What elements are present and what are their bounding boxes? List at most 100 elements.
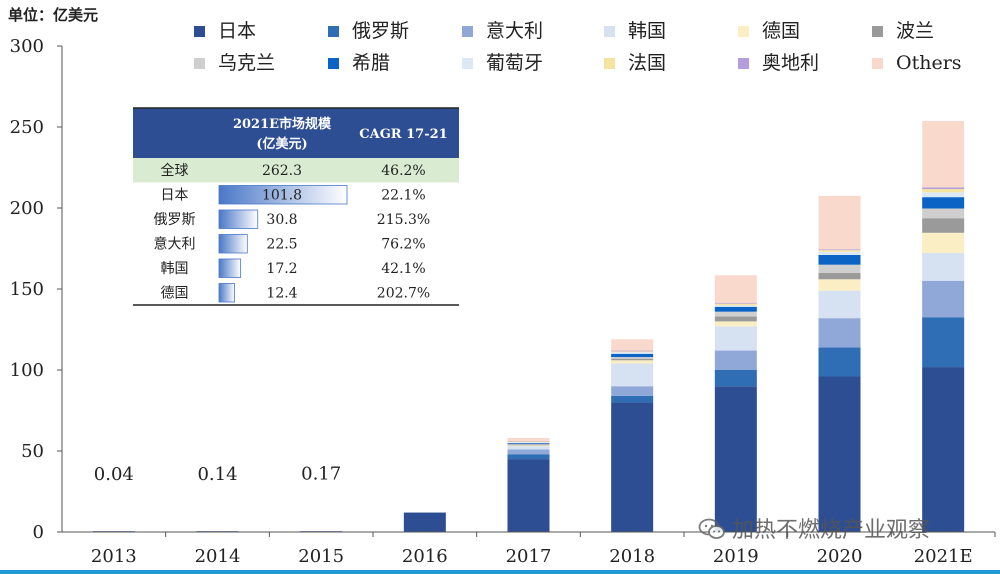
y-tick-label: 0 <box>33 522 44 543</box>
table-data-bar <box>218 185 348 205</box>
table-data-bar <box>218 234 248 254</box>
table-header-background <box>133 108 459 158</box>
bar-segment <box>507 449 550 455</box>
table-data-bar <box>218 258 242 278</box>
table-row-cagr: 42.1% <box>381 261 425 277</box>
bar-segment <box>922 367 965 532</box>
y-tick-label: 250 <box>10 117 44 138</box>
bar-segment <box>507 438 550 442</box>
legend-label: 法国 <box>628 52 666 74</box>
bar-segment <box>611 351 654 353</box>
legend-swatch <box>328 58 339 69</box>
x-tick-label: 2013 <box>91 546 137 567</box>
legend-label: 波兰 <box>896 20 934 42</box>
table-row-label: 日本 <box>161 188 189 204</box>
table-header-cagr: CAGR 17-21 <box>359 127 447 142</box>
table-data-bar <box>218 209 259 229</box>
bottom-rule <box>0 570 1000 574</box>
bar-segment <box>714 326 757 351</box>
unit-label: 单位：亿美元 <box>8 6 98 24</box>
legend-swatch <box>328 26 339 37</box>
bar-segment <box>818 347 861 377</box>
bar-segment <box>403 512 446 532</box>
table-row-label: 德国 <box>161 286 189 302</box>
category-value-label: 0.14 <box>197 464 237 485</box>
x-tick-label: 2021E <box>914 546 973 567</box>
table-row-cagr: 46.2% <box>381 163 425 179</box>
bar-segment <box>611 352 654 354</box>
bar-segment <box>922 232 965 253</box>
table-row-cagr: 215.3% <box>377 212 430 228</box>
y-tick-label: 200 <box>10 198 44 219</box>
bar-segment <box>922 189 965 193</box>
y-tick-label: 150 <box>10 279 44 300</box>
legend-swatch <box>194 58 205 69</box>
legend-swatch <box>604 58 615 69</box>
legend-label: 希腊 <box>352 52 390 74</box>
legend-swatch <box>872 26 883 37</box>
bar-segment <box>611 360 654 364</box>
table-data-bar <box>218 283 235 303</box>
table-row-value: 17.2 <box>266 261 297 277</box>
bar-segment <box>922 252 965 281</box>
legend-label: 韩国 <box>628 20 666 42</box>
bar-segment <box>611 402 654 532</box>
table-row-cagr: 76.2% <box>381 237 425 253</box>
bar-segment <box>922 317 965 368</box>
bar-segment <box>818 279 861 291</box>
x-tick-label: 2014 <box>195 546 241 567</box>
bar-segment <box>611 357 654 359</box>
x-tick-label: 2017 <box>506 546 552 567</box>
bar-segment <box>818 272 861 280</box>
table-row-cagr: 22.1% <box>381 188 425 204</box>
category-value-label: 0.04 <box>94 464 134 485</box>
table-row-cagr: 202.7% <box>377 286 430 302</box>
bar-segment <box>507 442 550 443</box>
x-tick-label: 2015 <box>298 546 344 567</box>
table-row-value: 22.5 <box>266 237 297 253</box>
bar-segment <box>818 249 861 251</box>
bar-segment <box>818 195 861 250</box>
bar-segment <box>611 339 654 351</box>
bar-segment <box>922 121 965 188</box>
bar-segment <box>611 350 654 352</box>
bar-segment <box>922 280 965 318</box>
bar-segment <box>714 275 757 303</box>
bar-segment <box>818 318 861 348</box>
legend-label: 日本 <box>218 20 256 42</box>
bar-segment <box>714 370 757 387</box>
x-tick-label: 2016 <box>402 546 448 567</box>
legend-label: 德国 <box>762 20 800 42</box>
legend-swatch <box>738 58 749 69</box>
bar-segment <box>714 386 757 532</box>
bar-segment <box>714 316 757 322</box>
bar-segment <box>507 444 550 446</box>
bar-segment <box>922 192 965 198</box>
legend-label: 葡萄牙 <box>486 52 543 74</box>
bar-segment <box>611 395 654 403</box>
legend-swatch <box>872 58 883 69</box>
x-tick-label: 2020 <box>817 546 863 567</box>
bar-segment <box>714 303 757 306</box>
y-tick-label: 300 <box>10 36 44 57</box>
bar-segment <box>714 306 757 312</box>
bar-segment <box>611 353 654 358</box>
wechat-icon <box>698 518 725 539</box>
legend-swatch <box>462 58 473 69</box>
bar-segment <box>611 363 654 387</box>
bar-segment <box>922 218 965 233</box>
legend-swatch <box>462 26 473 37</box>
table-row-value: 262.3 <box>262 163 302 179</box>
table-row-label: 俄罗斯 <box>154 212 196 228</box>
watermark: 加热不燃烧产业观察 <box>698 512 930 544</box>
bar-segment <box>507 459 550 532</box>
legend-label: 意大利 <box>486 20 543 42</box>
x-tick-label: 2018 <box>609 546 655 567</box>
bar-segment <box>714 302 757 304</box>
bar-segment <box>714 311 757 317</box>
table-row-label: 韩国 <box>161 261 189 277</box>
bar-segment <box>818 254 861 265</box>
bar-segment <box>507 443 550 445</box>
legend-swatch <box>194 26 205 37</box>
